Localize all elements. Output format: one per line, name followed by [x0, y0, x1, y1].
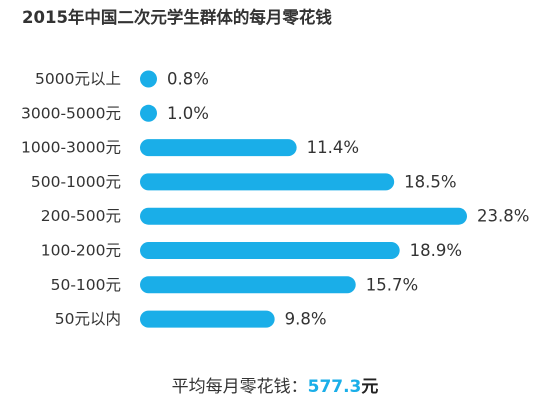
value-label: 15.7%: [366, 275, 418, 294]
value-label: 9.8%: [285, 310, 327, 329]
category-label: 200-500元: [41, 207, 121, 225]
chart-title: 2015年中国二次元学生群体的每月零花钱: [22, 8, 332, 27]
value-label: 1.0%: [167, 104, 209, 123]
value-label: 18.5%: [404, 172, 456, 191]
bar: [140, 104, 157, 122]
average-unit: 元: [361, 377, 379, 397]
bar: [140, 139, 297, 157]
bar-chart: 5000元以上 0.8% 3000-5000元 1.0% 1000-3000元 11.4%…: [21, 70, 529, 329]
category-label: 3000-5000元: [21, 104, 121, 122]
bar: [140, 207, 467, 225]
value-label: 0.8%: [167, 70, 209, 89]
value-label: 18.9%: [410, 241, 462, 260]
category-label: 500-1000元: [31, 173, 121, 191]
category-label: 50-100元: [51, 276, 121, 294]
bar: [140, 173, 395, 191]
category-label: 50元以内: [55, 310, 121, 328]
bar: [140, 242, 400, 259]
category-label: 5000元以上: [35, 70, 121, 88]
average-value: 577.3: [307, 377, 362, 397]
bar: [140, 70, 157, 88]
bar: [140, 276, 356, 294]
average-summary: 平均每月零花钱：577.3元: [0, 372, 550, 397]
category-label: 1000-3000元: [21, 139, 121, 157]
bar: [140, 310, 275, 328]
category-label: 100-200元: [41, 242, 121, 260]
average-label: 平均每月零花钱：: [171, 377, 308, 397]
value-label: 23.8%: [477, 207, 529, 226]
value-label: 11.4%: [307, 138, 359, 157]
